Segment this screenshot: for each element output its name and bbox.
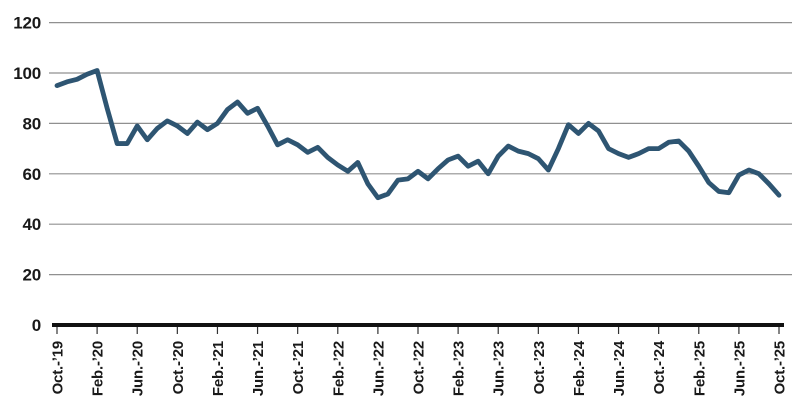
x-axis-tick-marks xyxy=(56,327,780,334)
x-tick-label: Jun.-’21 xyxy=(250,341,267,396)
x-tick-label: Jun.-’22 xyxy=(370,341,387,396)
x-tick-label: Jun.-’23 xyxy=(491,341,508,396)
x-tick-label: Feb.-’24 xyxy=(571,340,588,396)
x-tick-label: Feb.-’22 xyxy=(330,341,347,396)
x-tick-label: Feb.-’23 xyxy=(451,341,468,396)
x-tick-label: Oct.-’25 xyxy=(772,341,789,394)
data-series xyxy=(54,68,782,201)
x-tick-label: Feb.-’25 xyxy=(691,341,708,396)
x-tick-label: Oct.-’22 xyxy=(411,341,428,394)
x-tick-label: Jun.-’20 xyxy=(130,341,147,396)
y-tick-label: 120 xyxy=(13,14,41,33)
x-tick-label: Oct.-’19 xyxy=(50,341,67,394)
data-line xyxy=(54,68,782,201)
y-axis-labels: 0 20 40 60 80 100 120 xyxy=(13,14,41,335)
y-tick-label: 40 xyxy=(22,215,41,234)
y-tick-label: 100 xyxy=(13,64,41,83)
y-tick-label: 0 xyxy=(32,316,41,335)
x-axis-labels: Oct.-’19 Feb.-’20 Jun.-’20 Oct.-’20 Feb.-’21… xyxy=(50,340,789,396)
y-tick-label: 20 xyxy=(22,266,41,285)
x-tick-label: Jun.-’25 xyxy=(731,341,748,396)
gridlines xyxy=(49,22,792,276)
x-tick-label: Oct.-’20 xyxy=(170,341,187,394)
y-tick-label: 60 xyxy=(22,165,41,184)
x-tick-label: Feb.-’20 xyxy=(90,341,107,396)
x-tick-label: Oct.-’24 xyxy=(651,340,668,394)
y-tick-label: 80 xyxy=(22,114,41,133)
x-tick-label: Oct.-’23 xyxy=(531,341,548,394)
x-tick-label: Jun.-’24 xyxy=(611,340,628,396)
x-tick-label: Oct.-’21 xyxy=(290,341,307,394)
x-tick-label: Feb.-’21 xyxy=(210,341,227,396)
